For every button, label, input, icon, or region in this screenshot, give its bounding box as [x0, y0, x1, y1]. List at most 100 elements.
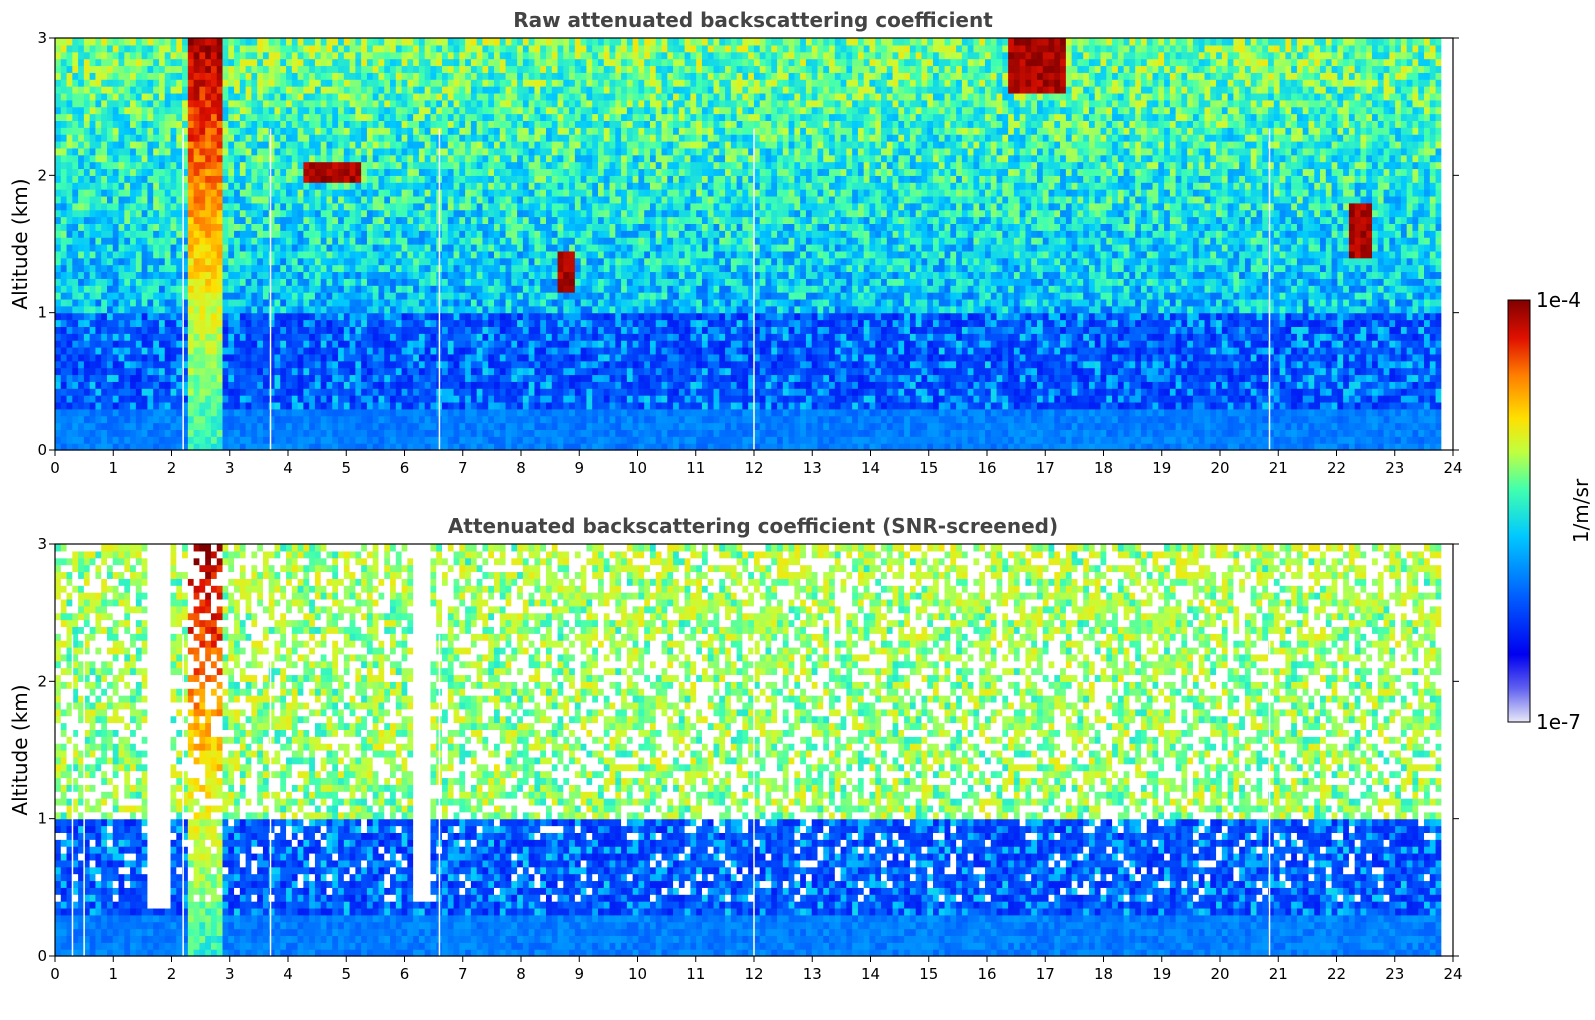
heatmap-cell [511, 319, 518, 327]
heatmap-cell [482, 230, 489, 238]
heatmap-cell [517, 175, 524, 183]
heatmap-cell [453, 168, 460, 176]
heatmap-cell [118, 38, 125, 46]
heatmap-cell [297, 340, 304, 348]
heatmap-cell [291, 216, 299, 224]
heatmap-cell [112, 429, 120, 437]
heatmap-cell [280, 298, 287, 307]
heatmap-cell [482, 395, 489, 403]
heatmap-cell [378, 401, 385, 410]
heatmap-cell [326, 305, 333, 314]
heatmap-cell [147, 443, 154, 451]
heatmap-cell [332, 353, 339, 362]
heatmap-cell [343, 113, 351, 121]
heatmap-cell [465, 175, 472, 183]
heatmap-cell [239, 381, 247, 389]
heatmap-cell [66, 292, 73, 300]
heatmap-cell [361, 388, 368, 396]
heatmap-cell [106, 230, 114, 238]
heatmap-cell [95, 429, 102, 437]
heatmap-cell [124, 189, 131, 197]
heatmap-cell [447, 271, 455, 279]
heatmap-cell [494, 79, 501, 87]
heatmap-cell [112, 298, 120, 307]
heatmap-cell [55, 367, 62, 376]
heatmap-cell [366, 436, 374, 444]
heatmap-cell [205, 319, 212, 327]
heatmap-cell [182, 106, 189, 115]
heatmap-cell [494, 182, 501, 190]
heatmap-cell [459, 209, 466, 218]
heatmap-cell [222, 44, 229, 53]
heatmap-cell [505, 230, 512, 238]
heatmap-cell [118, 374, 125, 382]
heatmap-cell [124, 250, 131, 259]
heatmap-cell [95, 388, 102, 396]
heatmap-cell [366, 326, 374, 334]
heatmap-cell [257, 360, 264, 369]
heatmap-cell [332, 147, 339, 156]
heatmap-cell [303, 360, 310, 369]
heatmap-cell [95, 168, 102, 176]
heatmap-cell [118, 44, 125, 53]
heatmap-cell [158, 106, 166, 115]
heatmap-cell [349, 168, 356, 176]
heatmap-cell [338, 38, 345, 46]
heatmap-cell [210, 147, 218, 156]
heatmap-cell [222, 99, 229, 108]
heatmap-cell [320, 415, 328, 424]
heatmap-cell [395, 415, 403, 424]
heatmap-cell [228, 395, 235, 403]
heatmap-cell [251, 298, 258, 307]
heatmap-cell [234, 408, 241, 417]
heatmap-cell [297, 278, 304, 286]
heatmap-cell [291, 429, 299, 437]
heatmap-cell [303, 326, 310, 334]
heatmap-cell [494, 209, 501, 218]
heatmap-cell [349, 271, 356, 279]
heatmap-cell [395, 319, 403, 327]
heatmap-cell [124, 127, 131, 135]
heatmap-cell [262, 92, 270, 101]
heatmap-cell [413, 147, 420, 156]
heatmap-cell [274, 161, 281, 170]
heatmap-cell [130, 353, 137, 362]
heatmap-cell [361, 161, 368, 170]
heatmap-cell [482, 79, 489, 87]
heatmap-cell [343, 429, 351, 437]
heatmap-cell [239, 168, 247, 176]
heatmap-cell [268, 429, 276, 437]
heatmap-cell [72, 360, 79, 369]
heatmap-cell [124, 141, 131, 149]
heatmap-cell [286, 292, 293, 300]
heatmap-cell [384, 401, 391, 410]
heatmap-cell [378, 79, 385, 87]
heatmap-cell [130, 38, 137, 46]
heatmap-cell [222, 86, 229, 94]
heatmap-cell [430, 202, 437, 211]
heatmap-cell [303, 141, 310, 149]
heatmap-cell [320, 38, 328, 46]
heatmap-cell [361, 237, 368, 245]
heatmap-cell [222, 367, 229, 376]
heatmap-cell [528, 264, 536, 273]
heatmap-cell [482, 147, 489, 156]
heatmap-cell [309, 168, 316, 176]
heatmap-cell [465, 395, 472, 403]
heatmap-cell [78, 189, 85, 197]
heatmap-cell [349, 278, 356, 286]
heatmap-cell [130, 257, 137, 266]
heatmap-cell [158, 134, 166, 142]
heatmap-cell [89, 182, 97, 190]
heatmap-cell [355, 374, 362, 382]
heatmap-cell [465, 182, 472, 190]
heatmap-cell [106, 292, 114, 300]
heatmap-cell [268, 175, 276, 183]
heatmap-cell [78, 298, 85, 307]
heatmap-cell [476, 38, 484, 46]
heatmap-cell [216, 298, 224, 307]
heatmap-cell [124, 182, 131, 190]
heatmap-cell [355, 415, 362, 424]
heatmap-cell [245, 326, 252, 334]
heatmap-cell [522, 154, 530, 163]
